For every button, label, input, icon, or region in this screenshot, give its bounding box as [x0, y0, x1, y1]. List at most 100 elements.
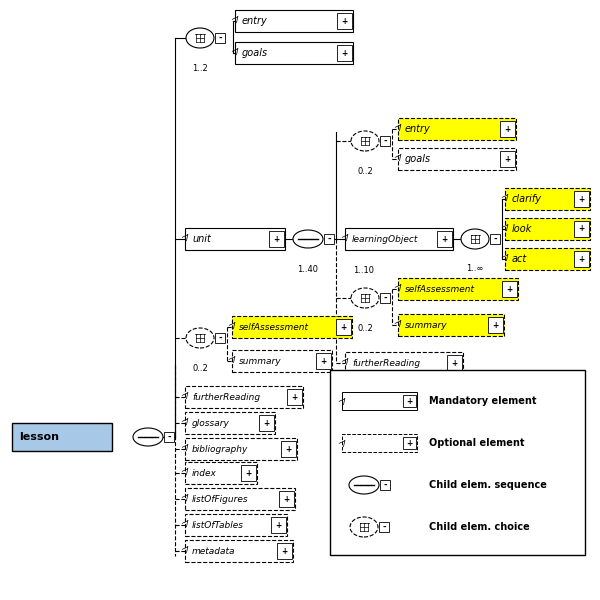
FancyBboxPatch shape — [241, 466, 256, 481]
FancyBboxPatch shape — [185, 514, 287, 536]
FancyBboxPatch shape — [185, 540, 293, 562]
FancyBboxPatch shape — [337, 13, 352, 29]
FancyBboxPatch shape — [345, 228, 453, 250]
FancyBboxPatch shape — [398, 278, 518, 300]
Text: 0..2: 0..2 — [192, 364, 208, 373]
Text: Child elem. choice: Child elem. choice — [429, 522, 530, 532]
FancyBboxPatch shape — [446, 355, 462, 371]
FancyBboxPatch shape — [337, 45, 352, 61]
FancyBboxPatch shape — [287, 389, 302, 404]
Ellipse shape — [351, 288, 379, 308]
Text: +: + — [506, 284, 512, 293]
Text: metadata: metadata — [192, 547, 235, 556]
Text: +: + — [273, 235, 280, 244]
Text: summary: summary — [405, 320, 448, 329]
Text: listOfFigures: listOfFigures — [192, 494, 248, 503]
Text: 1..40: 1..40 — [298, 265, 319, 274]
Text: +: + — [245, 469, 251, 478]
Text: 1..10: 1..10 — [353, 266, 374, 275]
Text: +: + — [275, 520, 281, 529]
Text: +: + — [441, 235, 448, 244]
Text: -: - — [382, 523, 386, 532]
FancyBboxPatch shape — [500, 121, 515, 137]
FancyBboxPatch shape — [269, 231, 284, 247]
Text: 0..2: 0..2 — [357, 167, 373, 176]
Text: look: look — [512, 224, 532, 234]
Text: clarify: clarify — [512, 194, 542, 204]
FancyBboxPatch shape — [185, 228, 285, 250]
Text: +: + — [407, 439, 413, 448]
Ellipse shape — [133, 428, 163, 446]
Text: entry: entry — [242, 16, 268, 26]
FancyBboxPatch shape — [185, 488, 295, 510]
FancyBboxPatch shape — [281, 442, 296, 457]
Text: unit: unit — [192, 234, 211, 244]
Text: glossary: glossary — [192, 419, 230, 427]
FancyBboxPatch shape — [277, 544, 292, 559]
Text: +: + — [285, 445, 292, 454]
Text: -: - — [383, 481, 387, 490]
FancyBboxPatch shape — [232, 316, 352, 338]
FancyBboxPatch shape — [185, 462, 257, 484]
FancyBboxPatch shape — [398, 148, 516, 170]
Text: summary: summary — [239, 356, 281, 365]
Text: +: + — [320, 356, 326, 365]
FancyBboxPatch shape — [403, 395, 416, 407]
Text: -: - — [327, 235, 331, 244]
FancyBboxPatch shape — [500, 151, 515, 167]
Text: entry: entry — [405, 124, 431, 134]
FancyBboxPatch shape — [379, 522, 389, 532]
Text: +: + — [263, 419, 269, 427]
Text: listOfTables: listOfTables — [192, 520, 244, 529]
Text: 0..2: 0..2 — [357, 324, 373, 333]
Text: -: - — [167, 433, 171, 442]
Text: -: - — [383, 136, 387, 145]
FancyBboxPatch shape — [215, 333, 225, 343]
Text: learningObject: learningObject — [352, 235, 418, 244]
Text: +: + — [451, 358, 457, 367]
FancyBboxPatch shape — [316, 353, 331, 368]
FancyBboxPatch shape — [185, 386, 303, 408]
Text: furtherReading: furtherReading — [352, 358, 420, 367]
Text: +: + — [578, 254, 584, 263]
Ellipse shape — [349, 476, 379, 494]
Ellipse shape — [461, 229, 489, 249]
FancyBboxPatch shape — [502, 281, 517, 296]
FancyBboxPatch shape — [345, 352, 463, 374]
FancyBboxPatch shape — [342, 392, 417, 410]
Text: +: + — [341, 16, 347, 25]
FancyBboxPatch shape — [335, 319, 351, 335]
FancyBboxPatch shape — [185, 438, 297, 460]
Text: +: + — [291, 392, 298, 401]
FancyBboxPatch shape — [12, 423, 112, 451]
FancyBboxPatch shape — [488, 317, 503, 332]
Text: selfAssessment: selfAssessment — [405, 284, 475, 293]
Text: -: - — [218, 34, 222, 43]
FancyBboxPatch shape — [398, 314, 504, 336]
Text: +: + — [281, 547, 287, 556]
Text: +: + — [283, 494, 289, 503]
FancyBboxPatch shape — [403, 437, 416, 449]
Text: selfAssessment: selfAssessment — [239, 323, 309, 331]
Text: bibliography: bibliography — [192, 445, 248, 454]
Text: 1..2: 1..2 — [192, 64, 208, 73]
FancyBboxPatch shape — [490, 234, 500, 244]
Text: Mandatory element: Mandatory element — [429, 396, 536, 406]
Ellipse shape — [350, 517, 378, 537]
Text: index: index — [192, 469, 217, 478]
Text: +: + — [340, 323, 346, 331]
FancyBboxPatch shape — [324, 234, 334, 244]
FancyBboxPatch shape — [342, 434, 417, 452]
Text: +: + — [504, 124, 511, 133]
Text: +: + — [407, 397, 413, 406]
FancyBboxPatch shape — [505, 248, 590, 270]
Text: Child elem. sequence: Child elem. sequence — [429, 480, 547, 490]
FancyBboxPatch shape — [505, 188, 590, 210]
Text: act: act — [512, 254, 527, 264]
FancyBboxPatch shape — [330, 370, 585, 555]
Text: furtherReading: furtherReading — [192, 392, 260, 401]
FancyBboxPatch shape — [185, 412, 275, 434]
Ellipse shape — [351, 131, 379, 151]
Ellipse shape — [186, 328, 214, 348]
Ellipse shape — [186, 28, 214, 48]
